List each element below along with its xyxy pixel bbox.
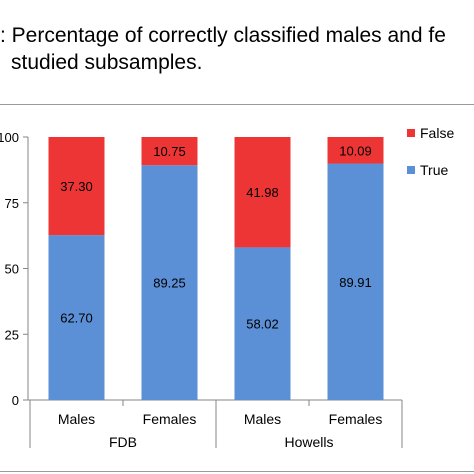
legend-label-true: True [420, 162, 448, 178]
data-label-true: 89.25 [153, 276, 186, 291]
bar-segment-true [141, 165, 198, 400]
legend-label-false: False [420, 125, 454, 141]
bar-segment-false [141, 137, 198, 166]
data-label-false: 37.30 [60, 179, 93, 194]
data-label-false: 41.98 [246, 185, 279, 200]
y-tick-label: 50 [5, 262, 19, 277]
data-label-true: 58.02 [246, 317, 279, 332]
chart-frame [0, 104, 474, 472]
caption-line-2: studied subsamples. [11, 51, 203, 74]
legend-swatch-false [407, 129, 415, 137]
bar-segment-false [48, 137, 105, 236]
bar-segment-false [327, 137, 384, 164]
bar-segment-false [234, 137, 291, 248]
x-category-label: Females [329, 411, 383, 427]
figure-caption: : Percentage of correctly classified mal… [0, 22, 474, 76]
x-group-label: FDB [109, 434, 137, 450]
y-tick-label: 25 [5, 327, 19, 342]
x-category-label: Females [143, 411, 197, 427]
caption-line-1: : Percentage of correctly classified mal… [0, 24, 446, 47]
x-category-label: Males [58, 411, 95, 427]
data-label-false: 10.75 [153, 144, 186, 159]
legend-swatch-true [407, 166, 415, 174]
bar-segment-true [48, 235, 105, 400]
data-label-true: 89.91 [339, 275, 372, 290]
y-tick-label: 100 [0, 130, 19, 145]
x-group-label: Howells [284, 434, 333, 450]
x-category-label: Males [244, 411, 281, 427]
bar-segment-true [234, 247, 291, 400]
data-label-true: 62.70 [60, 311, 93, 326]
y-tick-label: 75 [5, 196, 19, 211]
bar-segment-true [327, 163, 384, 400]
y-tick-label: 0 [12, 393, 19, 408]
data-label-false: 10.09 [339, 143, 372, 158]
